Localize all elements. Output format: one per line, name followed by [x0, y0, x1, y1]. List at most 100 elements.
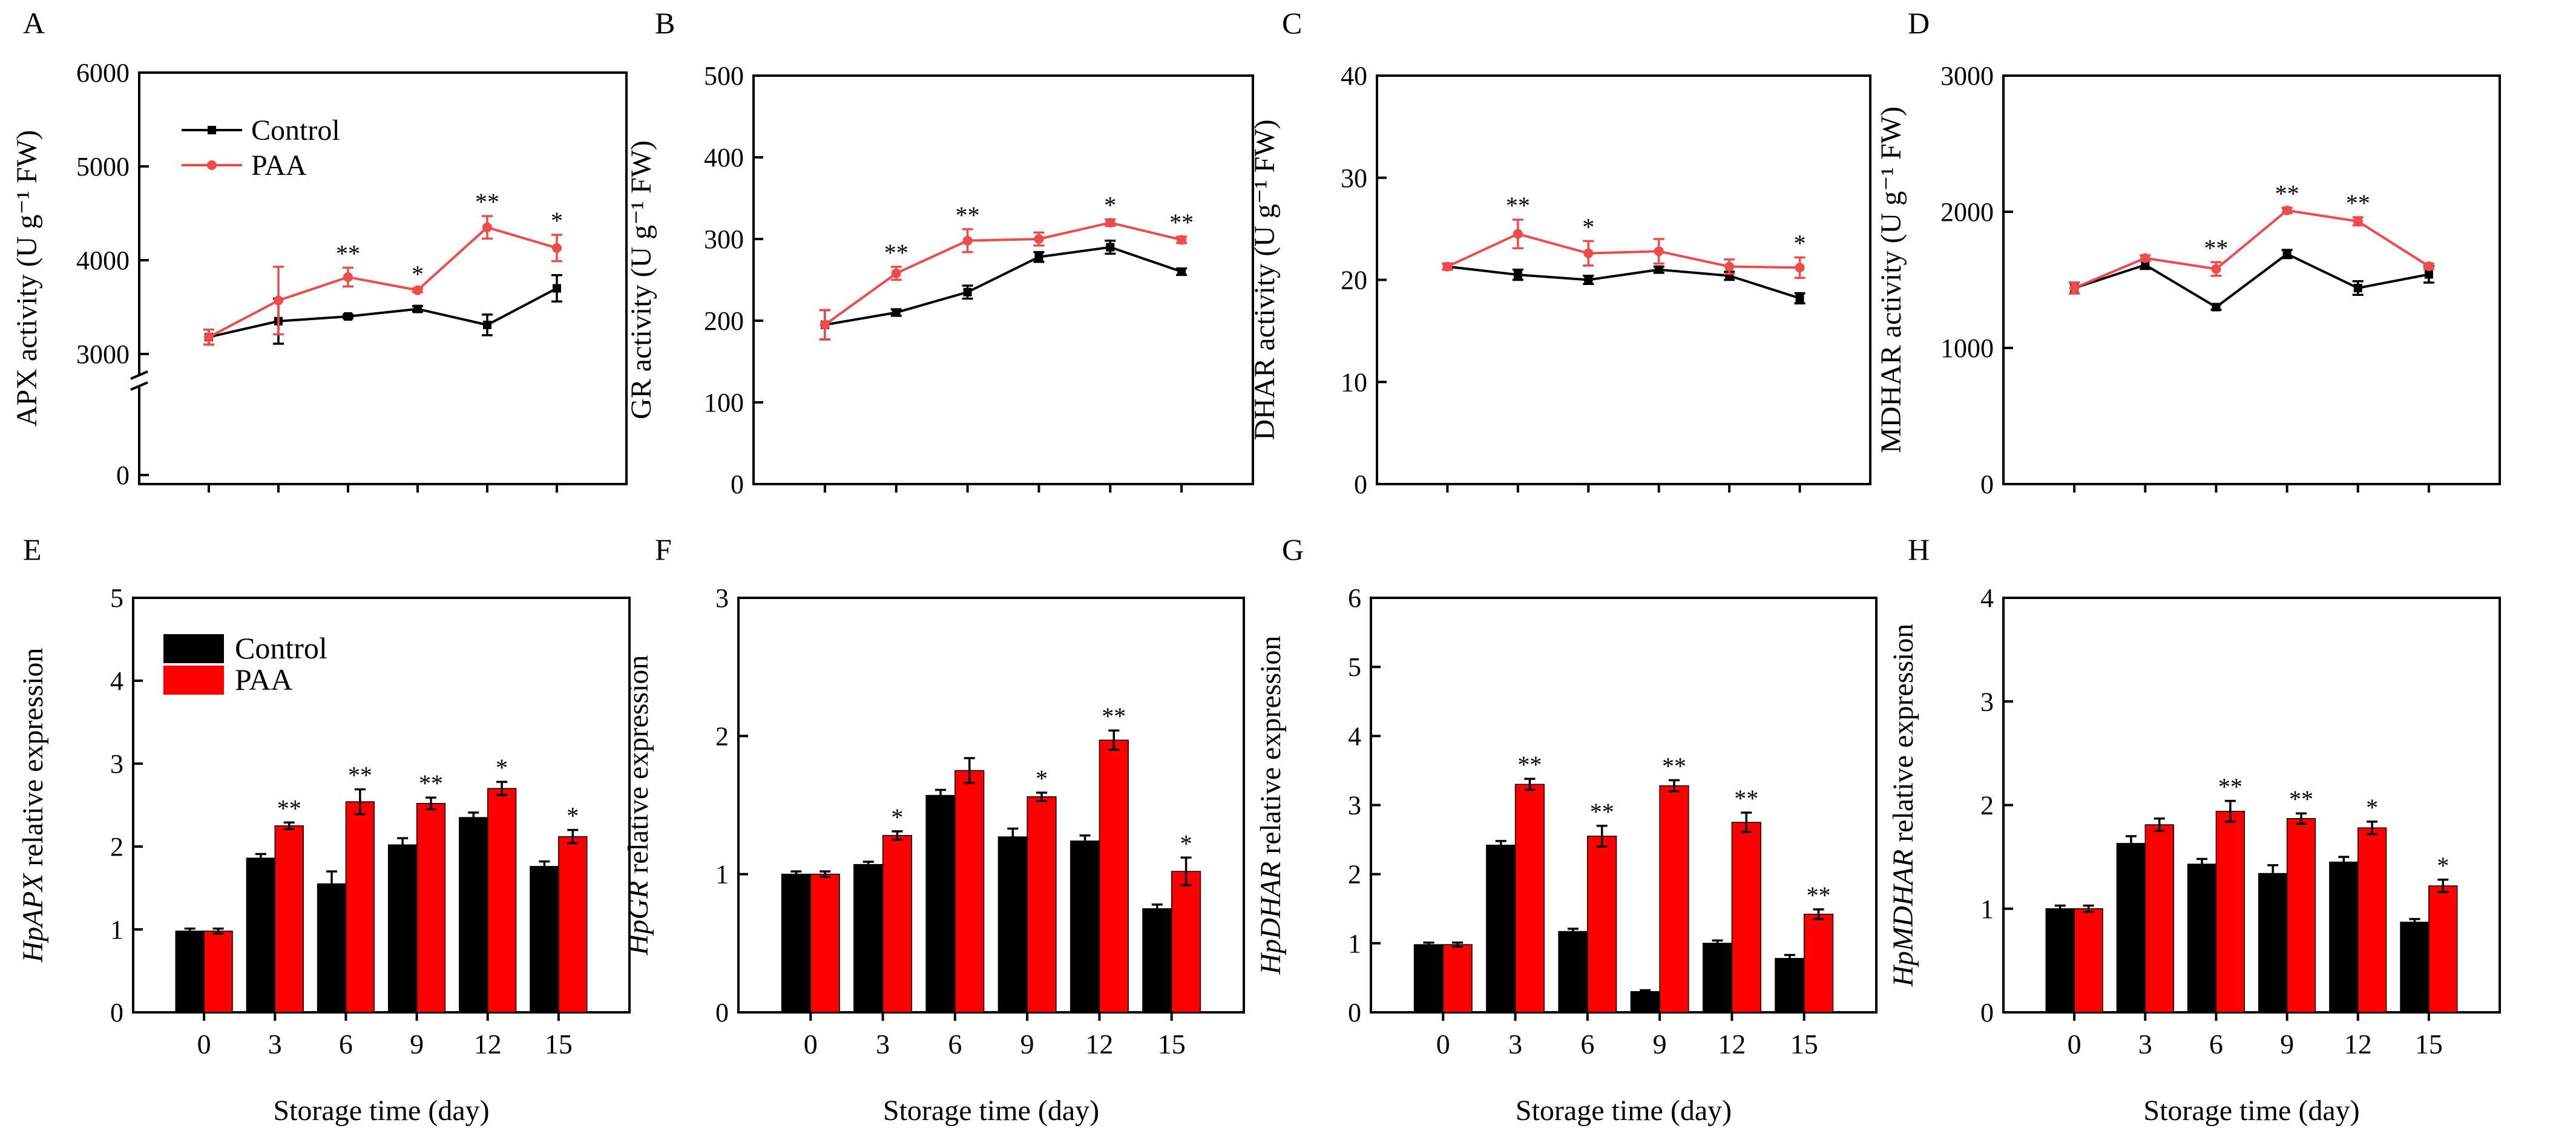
- y-tick-label: 400: [704, 143, 744, 172]
- bar-paa: [1442, 944, 1473, 1013]
- point-control: [413, 304, 422, 313]
- x-tick-label: 6: [339, 1029, 353, 1060]
- series-line-paa: [2074, 209, 2430, 289]
- significance-marker: **: [1590, 798, 1614, 825]
- point-control: [1654, 265, 1663, 274]
- significance-marker: *: [891, 804, 903, 831]
- x-tick-label: 6: [1580, 1029, 1594, 1060]
- y-tick-label: 40: [1341, 61, 1367, 91]
- significance-marker: **: [2289, 785, 2313, 813]
- x-tick-label: 9: [2280, 1029, 2294, 1060]
- point-paa: [2282, 205, 2292, 215]
- point-control: [963, 287, 972, 296]
- bar-paa: [2286, 818, 2316, 1013]
- point-paa: [1105, 218, 1116, 228]
- bar-paa: [1027, 796, 1057, 1013]
- bar-control: [2045, 908, 2075, 1013]
- bar-control: [2116, 843, 2146, 1013]
- bar-paa: [882, 834, 913, 1013]
- y-axis-gene-name: HpAPX: [17, 873, 49, 963]
- point-paa: [2140, 253, 2150, 263]
- significance-marker: *: [551, 207, 563, 234]
- point-control: [1106, 243, 1115, 252]
- x-tick-label: 0: [804, 1029, 818, 1060]
- legend-label-control: Control: [251, 114, 340, 146]
- x-tick-label: 12: [2344, 1029, 2372, 1060]
- y-tick-label: 300: [704, 224, 744, 254]
- point-paa: [2069, 283, 2080, 293]
- bar-paa: [1659, 785, 1689, 1013]
- significance-marker: *: [1036, 765, 1048, 792]
- bar-paa: [2144, 824, 2174, 1013]
- bar-control: [2400, 922, 2430, 1013]
- legend-marker-paa: [207, 160, 217, 170]
- y-tick-label: 1000: [1940, 333, 1994, 363]
- bar-control: [925, 794, 956, 1013]
- point-control: [344, 312, 352, 321]
- bar-paa: [1587, 836, 1617, 1013]
- y-tick-label: 0: [731, 470, 744, 499]
- plot-frame: [132, 597, 631, 1014]
- bar-control: [317, 883, 347, 1013]
- x-tick-label: 6: [948, 1029, 962, 1060]
- panel-letter: E: [23, 532, 42, 566]
- bar-control: [387, 844, 418, 1013]
- point-paa: [2353, 216, 2363, 226]
- y-tick-label: 30: [1341, 163, 1367, 193]
- y-tick-label: 1: [1348, 929, 1361, 958]
- panel-d: 0 1000 2000 3000 MDHAR activity (U g⁻¹ FW) D *…: [1875, 6, 2501, 499]
- y-tick-label: 2: [715, 721, 729, 751]
- significance-marker: **: [336, 240, 360, 267]
- y-tick-label: 3: [1980, 687, 1994, 716]
- axis-break-mark: [130, 370, 148, 380]
- bar-control: [781, 873, 812, 1013]
- point-control: [1034, 252, 1043, 261]
- panel-letter: C: [1282, 6, 1302, 40]
- x-tick-label: 0: [197, 1029, 211, 1060]
- bar-paa: [2215, 811, 2246, 1013]
- point-control: [892, 308, 901, 317]
- significance-marker: **: [1734, 785, 1758, 812]
- point-paa: [820, 319, 830, 330]
- x-axis-label: Storage time (day): [1516, 1095, 1732, 1127]
- significance-marker: **: [2346, 189, 2370, 217]
- significance-marker: *: [496, 754, 508, 781]
- significance-marker: **: [348, 761, 372, 788]
- plot-frame: [2002, 74, 2501, 485]
- point-paa: [2423, 261, 2434, 271]
- y-tick-label: 0: [116, 460, 130, 490]
- point-control: [2141, 260, 2150, 269]
- bar-paa: [274, 825, 304, 1013]
- bar-control: [1630, 991, 1660, 1013]
- y-axis-label-rest: relative expression: [1887, 624, 1919, 850]
- significance-marker: **: [956, 201, 980, 229]
- bar-paa: [1803, 914, 1834, 1013]
- bar-paa: [416, 803, 446, 1013]
- x-tick-label: 0: [1436, 1029, 1450, 1060]
- significance-marker: **: [1662, 752, 1686, 779]
- point-paa: [1034, 234, 1044, 244]
- y-tick-label: 2: [1980, 791, 1994, 821]
- significance-marker: *: [412, 261, 424, 288]
- series-line-control: [1447, 265, 1801, 300]
- bar-control: [1142, 908, 1172, 1013]
- point-paa: [1795, 263, 1805, 273]
- series-line-paa: [824, 221, 1182, 326]
- y-axis-gene-name: HpGR: [622, 881, 654, 956]
- legend-label-control: Control: [235, 631, 327, 665]
- y-tick-label: 500: [704, 61, 744, 91]
- y-tick-label: 0: [715, 998, 729, 1027]
- x-tick-label: 15: [1158, 1029, 1186, 1060]
- point-paa: [1442, 261, 1453, 272]
- panel-letter: H: [1908, 532, 1930, 566]
- bar-control: [175, 930, 205, 1013]
- point-control: [1177, 267, 1186, 276]
- x-tick-label: 9: [1020, 1029, 1034, 1060]
- significance-marker: *: [1582, 213, 1594, 240]
- x-axis-label: Storage time (day): [2143, 1095, 2359, 1127]
- bar-paa: [1514, 784, 1545, 1013]
- y-tick-label: 6: [1348, 583, 1361, 613]
- x-tick-label: 0: [2068, 1029, 2082, 1060]
- point-control: [2282, 249, 2292, 258]
